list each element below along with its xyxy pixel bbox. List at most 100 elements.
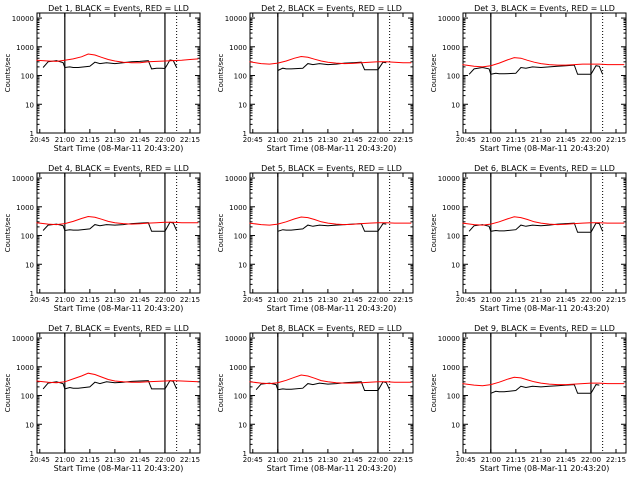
y-axis-label: Counts/sec — [4, 54, 12, 93]
x-tick-label: 22:15 — [180, 296, 200, 304]
x-tick-label: 21:00 — [268, 296, 288, 304]
y-tick-label: 100 — [447, 233, 460, 241]
x-tick-label: 21:15 — [506, 296, 526, 304]
x-axis-label: Start Time (08-Mar-11 20:43:20) — [480, 464, 610, 473]
y-tick-label: 100 — [234, 233, 247, 241]
y-tick-label: 1000 — [442, 44, 460, 52]
x-tick-label: 21:30 — [531, 136, 551, 144]
y-tick-label: 1 — [243, 450, 247, 458]
y-tick-label: 10 — [25, 101, 34, 109]
panel-title: Det 3, BLACK = Events, RED = LLD — [474, 4, 615, 13]
events-series-line — [490, 384, 600, 394]
y-tick-label: 10 — [238, 101, 247, 109]
x-tick-label: 21:15 — [293, 456, 313, 464]
detector-panel: Det 3, BLACK = Events, RED = LLD Counts/s… — [430, 4, 627, 153]
detector-panel: Det 7, BLACK = Events, RED = LLD Counts/s… — [4, 324, 201, 473]
detector-panel: Det 2, BLACK = Events, RED = LLD Counts/s… — [217, 4, 414, 153]
panel-title: Det 6, BLACK = Events, RED = LLD — [474, 164, 615, 173]
x-tick-label: 21:15 — [506, 136, 526, 144]
y-axis-label: Counts/sec — [430, 374, 438, 413]
x-tick-label: 20:45 — [243, 456, 263, 464]
events-series-line — [277, 223, 387, 232]
y-tick-label: 10000 — [225, 335, 247, 343]
x-tick-label: 21:45 — [556, 456, 576, 464]
y-tick-label: 10000 — [12, 335, 34, 343]
detector-panel: Det 4, BLACK = Events, RED = LLD Counts/s… — [4, 164, 201, 313]
x-tick-label: 21:45 — [130, 296, 150, 304]
x-tick-label: 21:45 — [556, 296, 576, 304]
x-tick-label: 22:15 — [393, 296, 413, 304]
y-axis-label: Counts/sec — [430, 54, 438, 93]
plot-frame — [249, 12, 414, 134]
events-series-line — [255, 381, 391, 391]
x-tick-label: 20:45 — [30, 136, 50, 144]
x-tick-label: 22:15 — [606, 136, 626, 144]
detector-panel: Det 9, BLACK = Events, RED = LLD Counts/s… — [430, 324, 627, 473]
y-tick-label: 10 — [25, 421, 34, 429]
x-tick-label: 20:45 — [243, 136, 263, 144]
y-tick-label: 10 — [238, 421, 247, 429]
x-tick-label: 22:15 — [180, 456, 200, 464]
x-tick-label: 20:45 — [456, 136, 476, 144]
x-axis-label: Start Time (08-Mar-11 20:43:20) — [54, 144, 184, 153]
x-tick-label: 22:15 — [606, 296, 626, 304]
lld-series-line — [249, 216, 412, 226]
y-tick-label: 100 — [447, 73, 460, 81]
x-tick-label: 22:00 — [581, 136, 601, 144]
x-tick-label: 22:00 — [155, 296, 175, 304]
y-tick-label: 1000 — [16, 44, 34, 52]
y-tick-label: 10000 — [225, 175, 247, 183]
detector-panel: Det 8, BLACK = Events, RED = LLD Counts/s… — [217, 324, 414, 473]
x-tick-label: 22:00 — [155, 136, 175, 144]
y-tick-label: 10000 — [225, 15, 247, 23]
lld-series-line — [36, 215, 199, 226]
y-tick-label: 1 — [456, 450, 460, 458]
x-tick-label: 21:30 — [318, 296, 338, 304]
x-axis-label: Start Time (08-Mar-11 20:43:20) — [480, 144, 610, 153]
x-tick-label: 21:00 — [268, 136, 288, 144]
x-tick-label: 21:15 — [293, 136, 313, 144]
plot-frame — [36, 12, 201, 134]
y-tick-label: 1000 — [229, 364, 247, 372]
x-tick-label: 21:45 — [343, 456, 363, 464]
panel-title: Det 5, BLACK = Events, RED = LLD — [261, 164, 402, 173]
y-tick-label: 100 — [447, 393, 460, 401]
lld-series-line — [36, 372, 199, 384]
x-tick-label: 22:15 — [606, 456, 626, 464]
y-axis-label: Counts/sec — [430, 214, 438, 253]
lld-series-line — [36, 53, 199, 64]
y-tick-label: 100 — [21, 73, 34, 81]
panel-title: Det 1, BLACK = Events, RED = LLD — [48, 4, 189, 13]
events-series-line — [468, 222, 604, 233]
events-series-line — [42, 221, 178, 232]
x-tick-label: 22:00 — [368, 456, 388, 464]
y-axis-label: Counts/sec — [217, 214, 225, 253]
panel-title: Det 7, BLACK = Events, RED = LLD — [48, 324, 189, 333]
plot-frame — [36, 172, 201, 294]
y-tick-label: 100 — [21, 233, 34, 241]
x-tick-label: 21:45 — [343, 136, 363, 144]
x-tick-label: 20:45 — [456, 456, 476, 464]
x-tick-label: 22:00 — [155, 456, 175, 464]
y-tick-label: 1 — [243, 290, 247, 298]
y-tick-label: 1 — [30, 130, 34, 138]
x-tick-label: 21:30 — [531, 296, 551, 304]
x-tick-label: 21:15 — [80, 136, 100, 144]
y-tick-label: 10 — [451, 101, 460, 109]
x-tick-label: 21:00 — [55, 296, 75, 304]
x-tick-label: 22:00 — [368, 136, 388, 144]
y-tick-label: 1000 — [442, 364, 460, 372]
plot-frame — [36, 332, 201, 454]
x-axis-label: Start Time (08-Mar-11 20:43:20) — [480, 304, 610, 313]
x-tick-label: 21:30 — [531, 456, 551, 464]
x-tick-label: 21:15 — [80, 456, 100, 464]
x-tick-label: 21:30 — [105, 296, 125, 304]
plot-frame — [462, 12, 627, 134]
x-tick-label: 20:45 — [243, 296, 263, 304]
x-tick-label: 21:30 — [318, 136, 338, 144]
lld-series-line — [249, 374, 412, 385]
x-tick-label: 21:00 — [55, 136, 75, 144]
plot-frame — [462, 332, 627, 454]
y-tick-label: 1 — [456, 130, 460, 138]
